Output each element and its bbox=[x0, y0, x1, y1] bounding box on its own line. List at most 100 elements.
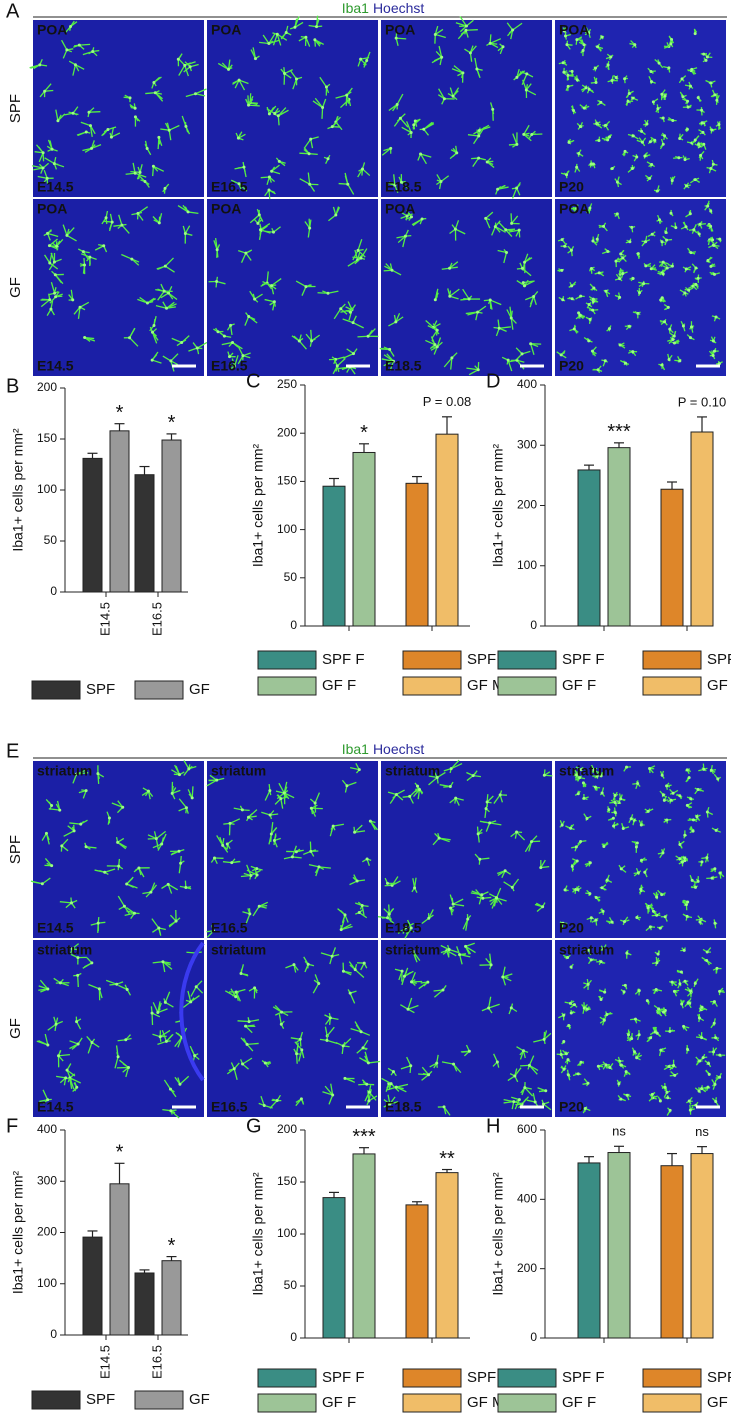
microglia bbox=[396, 789, 405, 796]
cell-body bbox=[607, 327, 611, 331]
cell-body bbox=[154, 837, 158, 841]
microglia bbox=[308, 864, 320, 868]
microglia bbox=[299, 152, 310, 155]
significance-label: P = 0.10 bbox=[678, 394, 727, 409]
age-label: E14.5 bbox=[37, 920, 74, 936]
cell-body bbox=[577, 151, 581, 155]
cell-body bbox=[348, 310, 352, 314]
cell-body bbox=[343, 1076, 347, 1080]
cell-body bbox=[412, 123, 416, 127]
cell-body bbox=[413, 119, 417, 123]
microglia bbox=[111, 132, 121, 138]
cell-body bbox=[84, 845, 88, 849]
cell-body bbox=[592, 768, 596, 772]
cell-body bbox=[361, 1046, 365, 1050]
cell-body bbox=[684, 184, 688, 188]
bar bbox=[577, 1162, 601, 1339]
legend-swatch bbox=[402, 1368, 462, 1388]
cell-body bbox=[595, 774, 599, 778]
cell-body bbox=[607, 808, 611, 812]
cell-body bbox=[245, 1042, 249, 1046]
microglia bbox=[70, 289, 74, 300]
microglia bbox=[217, 62, 229, 70]
cell-body bbox=[686, 1048, 690, 1052]
microglia bbox=[49, 262, 59, 270]
cell-body bbox=[562, 70, 566, 74]
microglia bbox=[503, 881, 513, 888]
cell-body bbox=[152, 323, 156, 327]
cell-body bbox=[236, 136, 240, 140]
cell-body bbox=[257, 213, 261, 217]
cell-body bbox=[343, 913, 347, 917]
cell-body bbox=[644, 240, 648, 244]
microglia bbox=[342, 353, 354, 359]
cell-body bbox=[152, 80, 156, 84]
age-label: E14.5 bbox=[37, 179, 74, 195]
microglia bbox=[340, 920, 345, 930]
cell-body bbox=[177, 773, 181, 777]
cell-body bbox=[601, 947, 605, 951]
microglia bbox=[505, 229, 513, 238]
microglia bbox=[162, 355, 172, 362]
y-tick-label: 50 bbox=[284, 1278, 298, 1292]
cell-body bbox=[487, 1006, 491, 1010]
cell-body bbox=[476, 310, 480, 314]
cell-body bbox=[621, 827, 625, 831]
microglia bbox=[230, 988, 237, 998]
cell-body bbox=[495, 1060, 499, 1064]
cell-body bbox=[594, 81, 598, 85]
cell-body bbox=[618, 295, 622, 299]
microglia bbox=[283, 781, 288, 794]
microglia bbox=[238, 79, 249, 85]
panel-letter: G bbox=[246, 1115, 262, 1137]
microglia bbox=[449, 295, 459, 300]
cell-body bbox=[309, 849, 313, 853]
microglia bbox=[543, 1103, 552, 1111]
cell-body bbox=[270, 284, 274, 288]
cell-body bbox=[661, 851, 665, 855]
cell-body bbox=[357, 768, 361, 772]
cell-body bbox=[75, 772, 79, 776]
microglia bbox=[485, 822, 491, 832]
error-bar bbox=[697, 416, 707, 432]
microglia bbox=[357, 335, 369, 338]
microglia bbox=[50, 252, 56, 263]
microglia bbox=[349, 992, 356, 1004]
cell-body bbox=[307, 152, 311, 156]
cell-body bbox=[579, 294, 583, 298]
microglia bbox=[38, 985, 49, 990]
y-tick-label: 100 bbox=[277, 522, 297, 536]
cell-body bbox=[65, 48, 69, 52]
cell-body bbox=[694, 266, 698, 270]
error-bar bbox=[166, 1255, 177, 1261]
cell-body bbox=[124, 1038, 128, 1042]
microglia bbox=[165, 1001, 174, 1008]
microglia bbox=[229, 325, 233, 336]
microglia bbox=[145, 92, 156, 95]
cell-body bbox=[315, 25, 319, 29]
legend-swatch bbox=[497, 650, 557, 670]
cell-body bbox=[403, 234, 407, 238]
microglia bbox=[342, 318, 354, 324]
cell-body bbox=[44, 831, 48, 835]
y-axis-label: Iba1+ cells per mm² bbox=[10, 1171, 26, 1295]
microglia bbox=[472, 157, 480, 168]
cell-body bbox=[561, 61, 565, 65]
error-bar bbox=[412, 475, 422, 484]
cell-body bbox=[81, 250, 85, 254]
cell-body bbox=[353, 968, 357, 972]
microglia bbox=[158, 213, 163, 224]
cell-body bbox=[279, 797, 283, 801]
cell-body bbox=[464, 24, 468, 28]
microglia bbox=[510, 317, 514, 330]
y-tick-label: 0 bbox=[50, 1327, 57, 1341]
cell-body bbox=[603, 123, 607, 127]
significance-label: * bbox=[168, 412, 176, 434]
cell-body bbox=[717, 362, 721, 366]
cell-body bbox=[625, 951, 629, 955]
row-label: GF bbox=[7, 1018, 24, 1039]
legend-label: SPF F bbox=[562, 1369, 605, 1386]
cell-body bbox=[145, 301, 149, 305]
cell-body bbox=[709, 81, 713, 85]
region-label: POA bbox=[211, 22, 241, 38]
